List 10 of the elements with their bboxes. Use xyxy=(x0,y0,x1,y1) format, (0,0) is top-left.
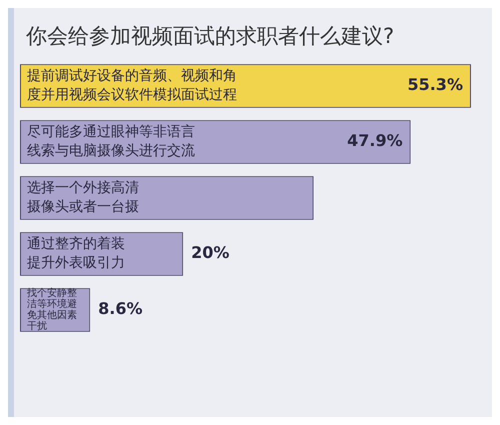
y-tick-label: 选择一个外接高清摄像头或者一台摄 xyxy=(27,180,139,216)
chart-title: 你会给参加视频面试的求职者什么建议? xyxy=(25,23,396,50)
data-label: 55.3% xyxy=(407,75,463,94)
data-label: 8.6% xyxy=(98,299,143,318)
y-tick-label: 通过整齐的着装提升外表吸引力 xyxy=(27,236,125,272)
data-label: 47.9% xyxy=(347,131,403,150)
y-tick-label: 尽可能多通过眼神等非语言线索与电脑摄像头进行交流 xyxy=(27,124,195,160)
y-tick-label: 找个安静整洁等环境避免其他因素干扰 xyxy=(26,287,77,332)
data-label: 20% xyxy=(191,243,230,262)
y-tick-label: 提前调试好设备的音频、视频和角度并用视频会议软件模拟面试过程 xyxy=(27,68,237,104)
